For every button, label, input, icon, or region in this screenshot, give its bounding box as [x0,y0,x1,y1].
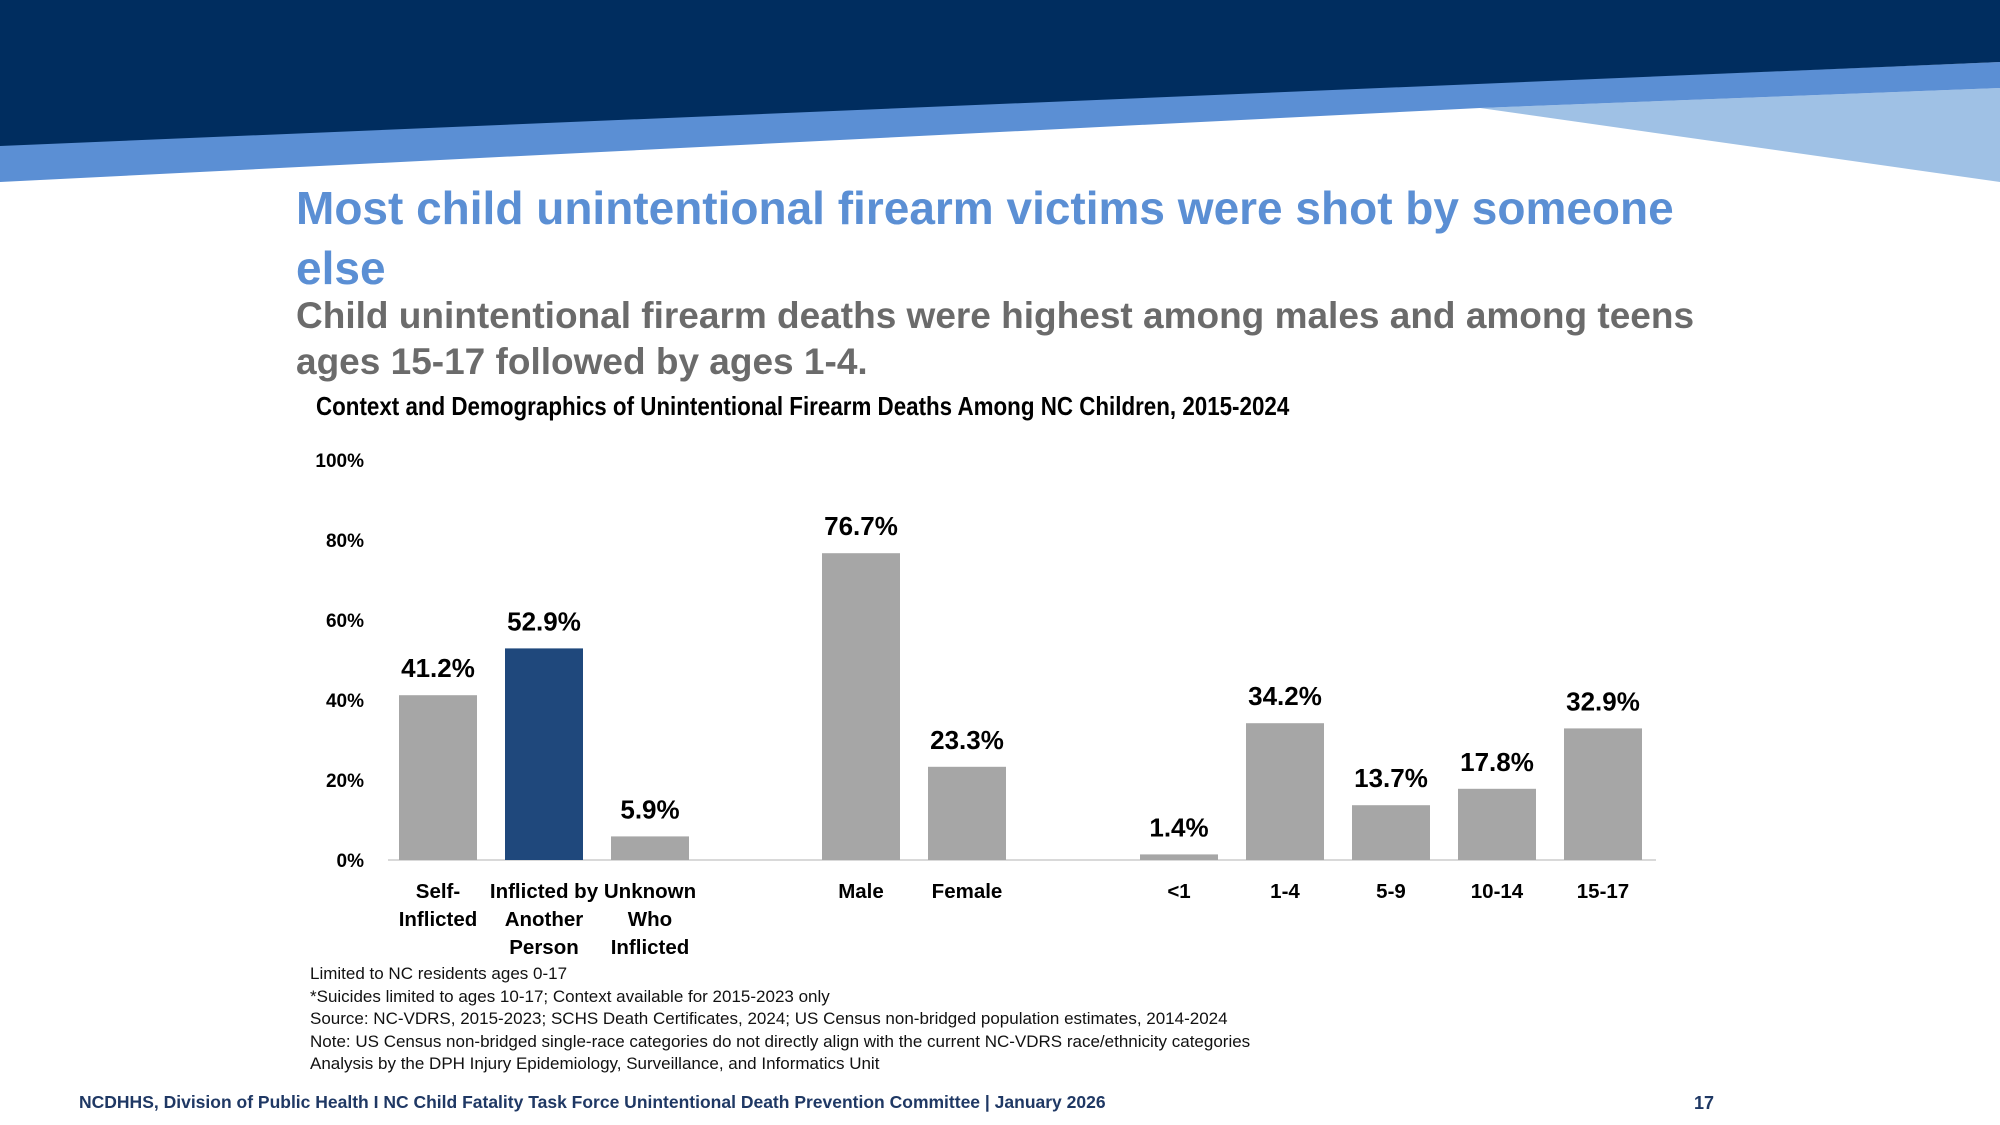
category-label-line: Self- [416,880,460,903]
category-label: 1-4 [1270,880,1300,903]
category-label-line: Female [932,880,1003,903]
footnote-line: Limited to NC residents ages 0-17 [310,964,568,983]
category-label-line: Another [505,908,584,931]
bar [1352,805,1430,860]
category-label-line: Who [628,908,672,931]
category-label-line: Inflicted [611,936,690,959]
category-label: <1 [1167,880,1190,903]
y-tick-label: 40% [326,691,364,712]
category-label-line: 15-17 [1577,880,1629,903]
bar [505,648,583,860]
category-label: Self- Inflicted [399,880,478,931]
bar [399,695,477,860]
header-banner [0,0,2000,182]
y-tick-label: 20% [326,771,364,792]
bar [1140,854,1218,860]
chart-title: Context and Demographics of Unintentiona… [316,391,1290,421]
y-tick-label: 60% [326,611,364,632]
category-label-line: <1 [1167,880,1190,903]
slide-footer: NCDHHS, Division of Public Health I NC C… [79,1092,1106,1112]
y-tick-label: 100% [315,451,364,472]
category-label-line: Person [509,936,579,959]
category-label: 5-9 [1376,880,1406,903]
slide-title: Most child unintentional firearm victims… [296,182,1674,294]
category-label: 15-17 [1577,880,1629,903]
data-label: 52.9% [507,606,581,636]
category-label-line: 10-14 [1471,880,1524,903]
footnote-line: *Suicides limited to ages 10-17; Context… [310,986,830,1006]
data-label: 76.7% [824,511,898,541]
category-label-line: Inflicted by [490,880,599,903]
footnote-line: Note: US Census non-bridged single-race … [310,1031,1251,1051]
data-label: 17.8% [1460,747,1534,777]
banner-dark-band [0,0,2000,146]
bar [1458,788,1536,860]
data-label: 5.9% [620,794,679,824]
data-label: 23.3% [930,725,1004,755]
category-label-line: Inflicted [399,908,478,931]
data-label: 1.4% [1149,812,1208,842]
slide-subtitle: Child unintentional firearm deaths were … [296,295,1695,382]
y-tick-label: 0% [337,851,365,872]
data-label: 34.2% [1248,681,1322,711]
bar [822,553,900,860]
y-tick-label: 80% [326,531,364,552]
bar [928,766,1006,860]
banner-pale-stripe [1480,88,2000,182]
footnotes: Limited to NC residents ages 0-17 *Suici… [310,963,1810,1076]
category-label: Inflicted by Another Person [490,880,599,959]
category-label-line: 5-9 [1376,880,1406,903]
bar [1564,728,1642,860]
category-label: Unknown Who Inflicted [604,880,696,959]
bar-chart: 0% 20% 40% 60% 80% 100% 41.2% Self- Inflicted 52.… [315,451,1656,959]
banner-light-stripe [0,62,2000,182]
data-label: 32.9% [1566,686,1640,716]
category-label-line: Unknown [604,880,696,903]
category-label-line: Male [838,880,884,903]
data-label: 13.7% [1354,763,1428,793]
footnote-line: Source: NC-VDRS, 2015-2023; SCHS Death C… [310,1009,1228,1028]
category-label: Male [838,880,884,903]
page-number: 17 [1694,1093,1715,1113]
bar [1246,723,1324,860]
category-label: 10-14 [1471,880,1524,903]
footnote-line: Analysis by the DPH Injury Epidemiology,… [310,1054,880,1073]
bar [611,836,689,860]
category-label: Female [932,880,1003,903]
data-label: 41.2% [401,653,475,683]
category-label-line: 1-4 [1270,880,1300,903]
